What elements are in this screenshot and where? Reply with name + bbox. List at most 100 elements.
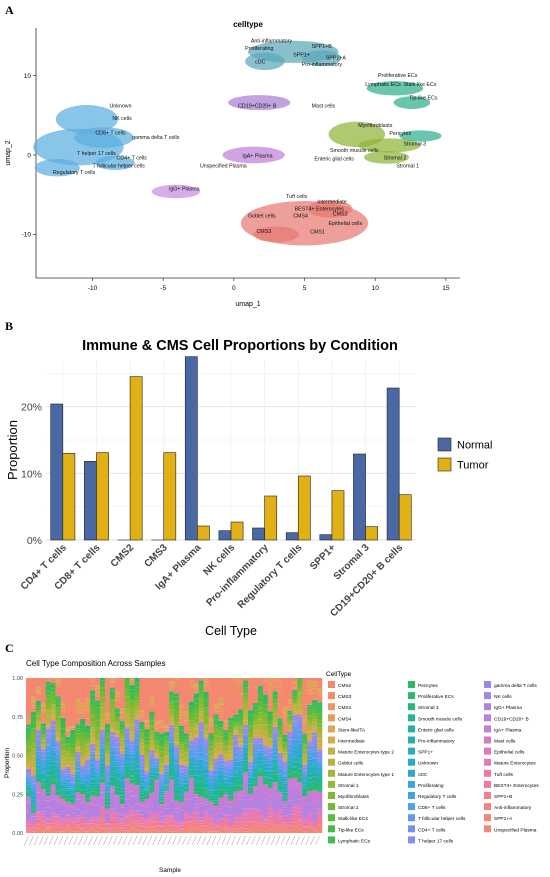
stack-sample-tick	[132, 835, 138, 846]
stack-segment	[233, 817, 239, 819]
stack-segment	[124, 696, 130, 702]
stack-segment	[297, 710, 303, 715]
stack-segment	[312, 725, 318, 729]
stack-segment	[193, 688, 199, 691]
stack-segment	[109, 808, 116, 812]
stack-segment	[267, 774, 273, 778]
stack-segment	[50, 818, 56, 821]
stack-segment	[282, 746, 288, 749]
stack-segment	[50, 688, 56, 693]
stack-segment	[282, 824, 288, 827]
stack-segment	[188, 744, 195, 748]
stack-segment	[45, 792, 51, 797]
stack-segment	[178, 815, 185, 821]
stack-segment	[95, 707, 101, 714]
stack-sample-tick	[122, 835, 128, 846]
stack-segment	[65, 806, 71, 810]
umap-x-tick-label: 15	[442, 285, 450, 292]
stack-segment	[302, 744, 308, 746]
stack-segment	[218, 823, 224, 825]
stack-segment	[159, 762, 165, 765]
stack-segment	[149, 806, 155, 811]
stack-segment	[262, 753, 269, 755]
stack-segment	[124, 753, 130, 757]
stack-segment	[40, 755, 47, 760]
stack-segment	[272, 818, 278, 822]
umap-cluster-label: CMS4	[293, 214, 308, 220]
stack-segment	[312, 771, 318, 777]
stack-segment	[30, 779, 37, 781]
stack-sample-tick	[216, 835, 222, 846]
stack-segment	[129, 820, 135, 824]
stack-segment	[70, 765, 76, 772]
stack-segment	[45, 710, 51, 716]
stack-segment	[159, 778, 165, 782]
stack-segment	[208, 806, 214, 810]
bar-tumor-4	[197, 525, 210, 541]
stack-segment	[252, 783, 259, 787]
stack-segment	[193, 717, 199, 722]
stack-segment	[287, 752, 293, 755]
stack-segment	[243, 737, 249, 741]
stack-segment	[35, 770, 42, 774]
stack-segment	[35, 691, 42, 693]
stack-segment	[119, 830, 125, 833]
stack-segment	[193, 723, 199, 726]
stack-segment	[223, 790, 229, 793]
stack-segment	[134, 817, 140, 822]
stack-segment	[213, 703, 219, 707]
stack-segment	[104, 728, 111, 734]
stack-segment	[307, 735, 313, 742]
stack-segment	[302, 786, 308, 789]
stack-segment	[35, 778, 42, 781]
stack-segment	[159, 795, 165, 797]
stack-segment	[297, 824, 303, 829]
stack-segment	[50, 769, 56, 775]
stack-segment	[183, 720, 190, 724]
stack-sample-tick	[315, 835, 320, 846]
stack-legend-label: Pericytes	[418, 683, 438, 689]
stack-segment	[139, 758, 145, 763]
stack-segment	[149, 821, 155, 823]
stack-segment	[262, 754, 269, 756]
stack-segment	[90, 762, 96, 768]
stack-segment	[169, 817, 175, 821]
stack-segment	[198, 752, 204, 758]
stack-segment	[188, 762, 195, 766]
stack-segment	[30, 824, 37, 827]
stack-segment	[248, 792, 254, 794]
stack-segment	[40, 767, 47, 772]
stack-segment	[55, 822, 61, 825]
stack-segment	[223, 801, 229, 807]
stack-segment	[80, 806, 86, 813]
stack-segment	[174, 827, 180, 830]
stack-segment	[30, 831, 37, 832]
stack-segment	[174, 696, 180, 702]
umap-cluster-label: Epithelial cells	[329, 221, 363, 227]
stack-segment	[252, 810, 259, 814]
stack-legend-swatch	[328, 736, 335, 744]
stack-legend-label: Pro-inflammatory	[418, 739, 455, 745]
stack-segment	[317, 733, 323, 739]
stack-segment	[60, 825, 66, 828]
stack-segment	[90, 757, 96, 763]
umap-y-tick-label: 10	[24, 73, 32, 80]
stack-segment	[85, 718, 91, 726]
stack-segment	[70, 727, 76, 728]
stack-segment	[287, 678, 293, 700]
umap-title: celltype	[233, 20, 263, 29]
stack-segment	[40, 739, 47, 741]
stack-segment	[183, 806, 190, 812]
stack-segment	[55, 791, 61, 795]
stack-segment	[26, 781, 32, 783]
stack-segment	[159, 751, 165, 758]
stack-segment	[248, 714, 254, 722]
stack-segment	[75, 787, 81, 790]
stack-segment	[114, 678, 121, 693]
stack-segment	[100, 762, 106, 767]
stack-segment	[154, 775, 160, 777]
stack-segment	[50, 706, 56, 710]
stack-segment	[144, 720, 150, 722]
stack-sample-tick	[68, 835, 74, 846]
stack-segment	[292, 699, 298, 703]
